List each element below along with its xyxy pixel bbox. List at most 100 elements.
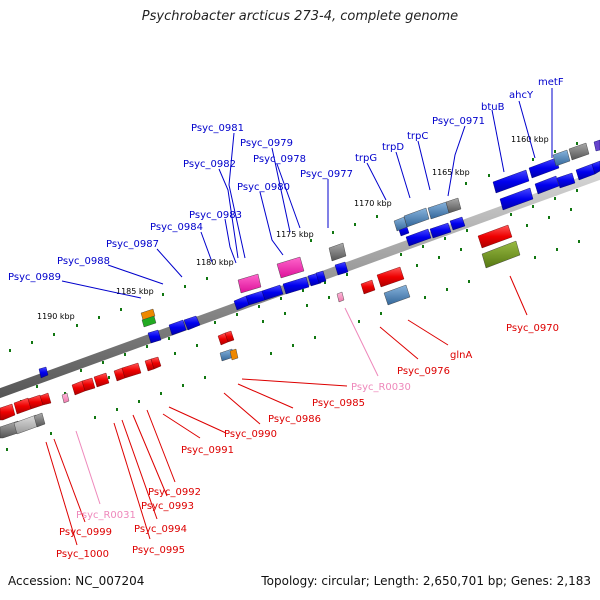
map-title: Psychrobacter arcticus 273-4, complete g… (141, 9, 459, 24)
scale-label-1180: 1180 kbp (196, 258, 234, 267)
gene-magenta (276, 256, 305, 279)
ticks-forward-inner (36, 189, 578, 388)
label-psyc-r0031: Psyc_R0031 (76, 510, 136, 521)
forward-leader-lines (61, 88, 553, 299)
label-psyc-0995: Psyc_0995 (132, 545, 185, 556)
gene-magenta (237, 273, 262, 294)
scale-label-1165: 1165 kbp (432, 168, 470, 177)
gene-forward (334, 261, 349, 276)
gene-reverse (0, 403, 16, 421)
gene-reverse (376, 266, 405, 288)
forward-labels[interactable]: metF ahcY btuB Psyc_0971 trpC trpD trpG … (8, 77, 564, 283)
label-psyc-0991: Psyc_0991 (181, 445, 234, 456)
label-psyc-r0030: Psyc_R0030 (351, 382, 411, 393)
label-psyc-0982: Psyc_0982 (183, 159, 236, 170)
gene-gray (568, 142, 590, 161)
gene-steel (552, 149, 571, 167)
label-psyc-0989: Psyc_0989 (8, 272, 61, 283)
gene-gray (33, 412, 46, 428)
label-psyc-1000: Psyc_1000 (56, 549, 109, 560)
gene-steel (427, 201, 450, 220)
gene-forward (168, 319, 187, 336)
reverse-genes[interactable] (0, 224, 513, 421)
label-psyc-0978: Psyc_0978 (253, 154, 306, 165)
gene-steel (393, 216, 408, 232)
gene-forward (591, 160, 600, 175)
label-psyc-0988: Psyc_0988 (57, 256, 110, 267)
gene-green (141, 315, 157, 328)
gene-forward (593, 139, 600, 152)
rna-pink (61, 392, 70, 404)
gene-gray (445, 197, 462, 214)
gene-orange (229, 348, 239, 361)
label-psyc-0986: Psyc_0986 (268, 414, 321, 425)
gene-forward (183, 315, 201, 331)
gene-orange (140, 308, 156, 321)
accession-text: Accession: NC_007204 (8, 574, 145, 588)
scale-label-1190: 1190 kbp (37, 312, 75, 321)
label-psyc-0971: Psyc_0971 (432, 116, 485, 127)
gene-forward (528, 157, 560, 179)
label-trpg: trpG (355, 153, 377, 164)
label-metf: metF (538, 77, 564, 88)
reverse-labels[interactable]: Psyc_0970 glnA Psyc_0976 Psyc_R0030 Psyc… (56, 323, 559, 560)
gene-forward (38, 366, 49, 379)
scale-label-1185: 1185 kbp (116, 287, 154, 296)
label-trpd: trpD (382, 142, 404, 153)
forward-features[interactable] (140, 142, 590, 328)
gene-forward (534, 175, 560, 195)
gene-reverse (150, 356, 162, 370)
gene-reverse (93, 372, 110, 388)
gene-forward (261, 284, 284, 301)
gene-reverse (39, 392, 52, 406)
gene-forward (147, 329, 162, 344)
gene-forward (405, 228, 432, 247)
gene-forward (499, 187, 534, 211)
label-psyc-0994: Psyc_0994 (134, 524, 187, 535)
gene-reverse (224, 330, 235, 343)
gene-forward (492, 169, 530, 194)
label-psyc-0992: Psyc_0992 (148, 487, 201, 498)
label-psyc-0983: Psyc_0983 (189, 210, 242, 221)
rna-pink (336, 291, 345, 303)
label-glna: glnA (450, 350, 472, 361)
gene-olive (481, 240, 521, 269)
gene-reverse (121, 362, 142, 379)
gene-reverse (81, 377, 96, 392)
gene-forward (449, 216, 466, 231)
genome-stats-text: Topology: circular; Length: 2,650,701 bp… (261, 574, 591, 588)
gene-steel (383, 284, 411, 306)
reverse-features[interactable] (0, 240, 521, 439)
forward-genes[interactable] (38, 139, 600, 379)
scale-label-1170: 1170 kbp (354, 199, 392, 208)
label-btub: btuB (481, 102, 505, 113)
ticks-reverse-outer (6, 240, 580, 451)
label-psyc-0990: Psyc_0990 (224, 429, 277, 440)
gene-forward (315, 270, 327, 284)
label-psyc-0993: Psyc_0993 (141, 501, 194, 512)
label-psyc-0985: Psyc_0985 (312, 398, 365, 409)
label-psyc-0980: Psyc_0980 (237, 182, 290, 193)
reverse-leader-lines (45, 275, 528, 546)
label-psyc-0970: Psyc_0970 (506, 323, 559, 334)
label-psyc-0979: Psyc_0979 (240, 138, 293, 149)
gene-steel (403, 207, 430, 228)
rna-leader-lines (75, 307, 379, 505)
gene-forward (429, 222, 452, 239)
gene-forward (556, 172, 576, 189)
ticks-forward-outer (9, 142, 578, 352)
label-ahcy: ahcY (509, 90, 534, 101)
label-psyc-0984: Psyc_0984 (150, 222, 203, 233)
label-psyc-0977: Psyc_0977 (300, 169, 353, 180)
label-psyc-0976: Psyc_0976 (397, 366, 450, 377)
scale-label-1175: 1175 kbp (276, 230, 314, 239)
gene-forward (245, 290, 266, 306)
label-trpc: trpC (407, 131, 428, 142)
label-psyc-0987: Psyc_0987 (106, 239, 159, 250)
label-psyc-0981: Psyc_0981 (191, 123, 244, 134)
gene-reverse (360, 279, 376, 295)
gene-reverse (477, 224, 513, 249)
label-psyc-0999: Psyc_0999 (59, 527, 112, 538)
gene-gray (328, 242, 347, 262)
